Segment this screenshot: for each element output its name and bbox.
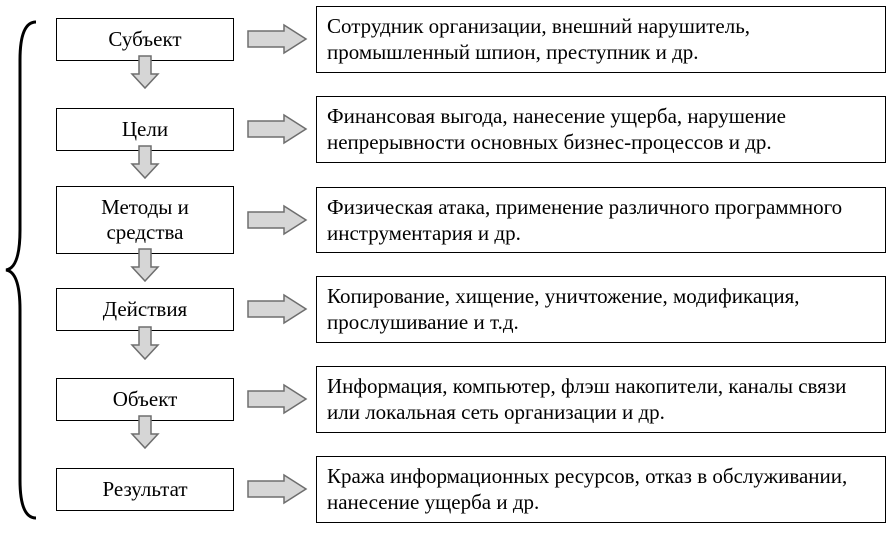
threat-model-diagram: Субъект Сотрудник организации, внешний н…: [0, 0, 895, 540]
object-label: Объект: [113, 387, 178, 412]
row-result: Результат Кража информационных ресурсов,…: [56, 456, 886, 523]
row-subject: Субъект Сотрудник организации, внешний н…: [56, 6, 886, 73]
actions-desc: Копирование, хищение, уничтожение, модиф…: [327, 283, 875, 336]
row-object: Объект Информация, компьютер, флэш накоп…: [56, 366, 886, 433]
row-goals: Цели Финансовая выгода, нанесение ущерба…: [56, 96, 886, 163]
goals-label: Цели: [122, 117, 168, 142]
result-desc-box: Кража информационных ресурсов, отказ в о…: [316, 456, 886, 523]
arrow-right-icon: [246, 473, 308, 505]
result-label: Результат: [102, 477, 187, 502]
arrow-down-icon: [130, 144, 160, 180]
arrow-right-icon: [246, 23, 308, 55]
subject-desc-box: Сотрудник организации, внешний нарушител…: [316, 6, 886, 73]
row-actions: Действия Копирование, хищение, уничтожен…: [56, 276, 886, 343]
brace-icon: [2, 20, 42, 520]
methods-label: Методы и средства: [61, 195, 229, 245]
row-methods: Методы и средства Физическая атака, прим…: [56, 186, 886, 254]
arrow-down-icon: [130, 325, 160, 361]
arrow-down-icon: [130, 54, 160, 90]
goals-desc: Финансовая выгода, нанесение ущерба, нар…: [327, 103, 875, 156]
result-box: Результат: [56, 468, 234, 511]
subject-label: Субъект: [108, 27, 181, 52]
methods-box: Методы и средства: [56, 186, 234, 254]
object-desc-box: Информация, компьютер, флэш накопители, …: [316, 366, 886, 433]
actions-desc-box: Копирование, хищение, уничтожение, модиф…: [316, 276, 886, 343]
arrow-right-icon: [246, 293, 308, 325]
actions-label: Действия: [103, 297, 187, 322]
arrow-down-icon: [130, 414, 160, 450]
arrow-right-icon: [246, 113, 308, 145]
arrow-right-icon: [246, 383, 308, 415]
result-desc: Кража информационных ресурсов, отказ в о…: [327, 463, 875, 516]
methods-desc: Физическая атака, применение различного …: [327, 194, 875, 247]
goals-desc-box: Финансовая выгода, нанесение ущерба, нар…: [316, 96, 886, 163]
arrow-right-icon: [246, 204, 308, 236]
methods-desc-box: Физическая атака, применение различного …: [316, 187, 886, 254]
object-desc: Информация, компьютер, флэш накопители, …: [327, 373, 875, 426]
arrow-down-icon: [130, 247, 160, 283]
subject-desc: Сотрудник организации, внешний нарушител…: [327, 13, 875, 66]
